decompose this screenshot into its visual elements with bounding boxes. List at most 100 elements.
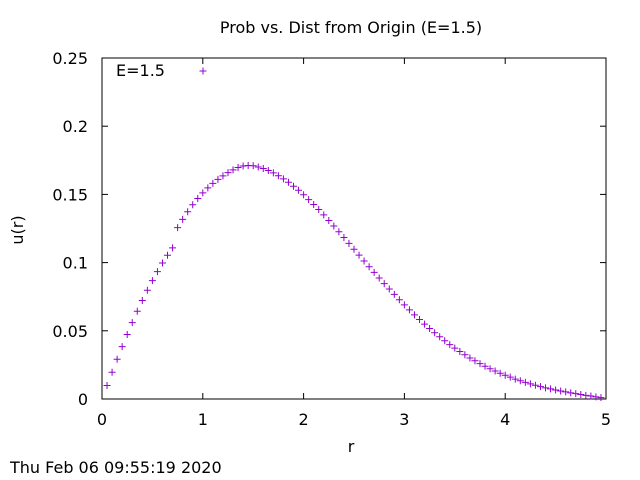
- x-tick-label: 2: [299, 410, 309, 429]
- data-point: [542, 384, 550, 392]
- y-tick-label: 0: [78, 390, 88, 409]
- data-point: [169, 244, 177, 252]
- data-point: [320, 211, 328, 219]
- data-point: [350, 245, 358, 253]
- data-point: [209, 179, 217, 187]
- data-point: [582, 391, 590, 399]
- data-point: [214, 175, 222, 183]
- y-tick-label: 0.1: [63, 254, 88, 273]
- x-tick-label: 5: [601, 410, 611, 429]
- data-point: [501, 371, 509, 379]
- data-point: [496, 369, 504, 377]
- data-point: [128, 319, 136, 327]
- data-point: [138, 297, 146, 305]
- data-point: [421, 320, 429, 328]
- data-point: [380, 280, 388, 288]
- data-point: [431, 329, 439, 337]
- data-point: [461, 351, 469, 359]
- data-point: [375, 274, 383, 282]
- legend: E=1.5: [116, 61, 207, 80]
- data-point: [345, 239, 353, 247]
- data-point: [567, 389, 575, 397]
- data-point: [295, 186, 303, 194]
- data-point: [310, 200, 318, 208]
- data-point: [274, 172, 282, 180]
- data-point: [254, 163, 262, 171]
- data-point: [123, 330, 131, 338]
- data-point: [284, 178, 292, 186]
- data-point: [481, 362, 489, 370]
- data-point: [174, 224, 182, 232]
- x-tick-label: 4: [500, 410, 510, 429]
- plot-frame: [101, 57, 607, 400]
- y-tick-label: 0.2: [63, 117, 88, 136]
- data-point: [148, 277, 156, 285]
- timestamp: Thu Feb 06 09:55:19 2020: [10, 458, 222, 477]
- data-point: [264, 167, 272, 175]
- data-point: [199, 189, 207, 197]
- x-tick-label: 1: [198, 410, 208, 429]
- data-point: [279, 175, 287, 183]
- data-point: [259, 164, 267, 172]
- data-point: [562, 388, 570, 396]
- y-tick-label: 0.25: [52, 49, 88, 68]
- data-point: [164, 251, 172, 259]
- data-point: [269, 169, 277, 177]
- data-point: [360, 257, 368, 265]
- axis-ticks: 0 1 2 3 4 5 0 0.05 0.1 0.15 0.2 0.25: [52, 49, 611, 429]
- data-point: [194, 194, 202, 202]
- data-point: [446, 341, 454, 349]
- data-point: [340, 234, 348, 242]
- data-point: [390, 290, 398, 298]
- data-point: [224, 169, 232, 177]
- data-point: [416, 315, 424, 323]
- y-axis-label: u(r): [8, 215, 27, 244]
- data-point: [572, 390, 580, 398]
- data-point: [133, 307, 141, 315]
- data-point: [189, 201, 197, 209]
- data-point: [476, 360, 484, 368]
- legend-marker: [199, 67, 207, 75]
- data-point: [536, 383, 544, 391]
- data-point: [300, 191, 308, 199]
- data-point: [103, 381, 111, 389]
- data-point: [179, 215, 187, 223]
- data-point: [592, 393, 600, 401]
- data-point: [143, 286, 151, 294]
- data-point: [239, 162, 247, 170]
- y-tick-label: 0.05: [52, 322, 88, 341]
- data-point: [552, 386, 560, 394]
- x-axis-label: r: [348, 437, 355, 456]
- data-point: [516, 377, 524, 385]
- data-point: [400, 301, 408, 309]
- data-point: [108, 368, 116, 376]
- data-point: [234, 164, 242, 172]
- data-point: [547, 385, 555, 393]
- data-point: [365, 263, 373, 271]
- data-point: [426, 324, 434, 332]
- data-point: [486, 365, 494, 373]
- data-point: [290, 182, 298, 190]
- x-tick-label: 0: [97, 410, 107, 429]
- data-point: [219, 172, 227, 180]
- data-point: [325, 216, 333, 224]
- data-point: [113, 355, 121, 363]
- data-point: [249, 162, 257, 170]
- data-point: [471, 357, 479, 365]
- data-point: [521, 378, 529, 386]
- data-point: [511, 375, 519, 383]
- data-point: [557, 387, 565, 395]
- data-point: [305, 196, 313, 204]
- data-point: [456, 348, 464, 356]
- x-tick-label: 3: [399, 410, 409, 429]
- data-point: [506, 373, 514, 381]
- data-point: [526, 380, 534, 388]
- data-point: [385, 285, 393, 293]
- data-point: [153, 268, 161, 276]
- data-point: [204, 184, 212, 192]
- data-point: [355, 251, 363, 259]
- data-point: [395, 296, 403, 304]
- data-points: [103, 161, 605, 402]
- data-point: [597, 394, 605, 402]
